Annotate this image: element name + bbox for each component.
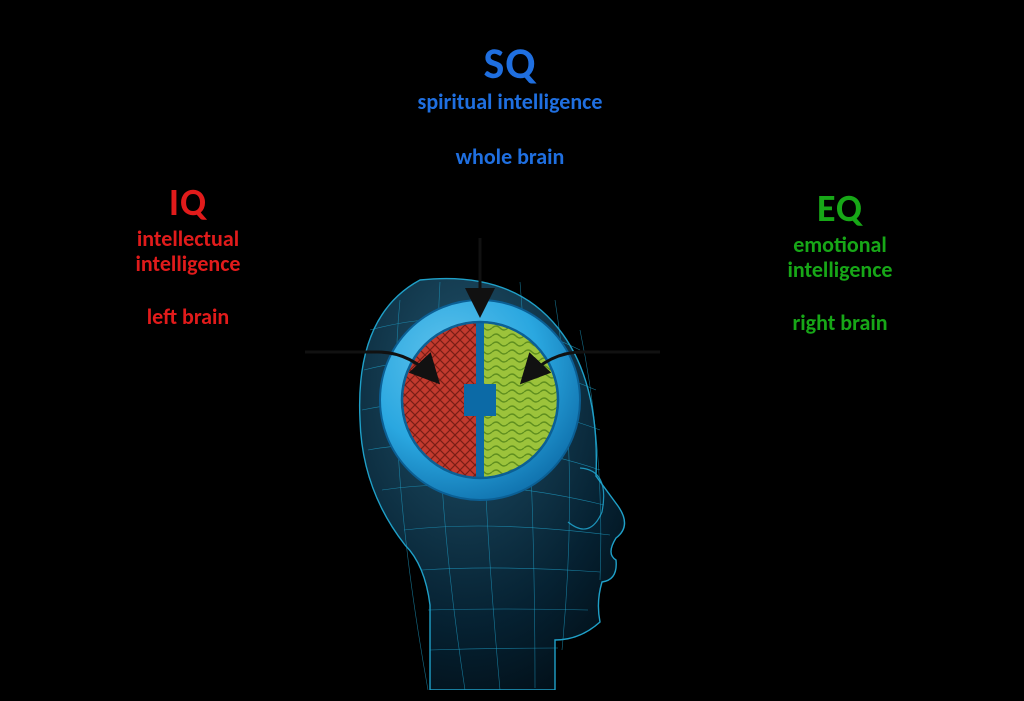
iq-subtitle-line1: intellectual — [88, 226, 288, 251]
brain-circle — [380, 300, 580, 500]
eq-subtitle-line2: intelligence — [740, 257, 940, 282]
sq-subtitle: spiritual intelligence — [360, 89, 660, 114]
eq-abbr: EQ — [740, 188, 940, 232]
head-illustration — [300, 220, 680, 690]
eq-subtitle-line1: emotional — [740, 232, 940, 257]
eq-region: right brain — [740, 310, 940, 335]
iq-region: left brain — [88, 304, 288, 329]
sq-region: whole brain — [360, 144, 660, 169]
iq-subtitle-line2: intelligence — [88, 251, 288, 276]
iq-abbr: IQ — [88, 182, 288, 226]
sq-abbr: SQ — [360, 38, 660, 89]
sq-label-block: SQ spiritual intelligence whole brain — [360, 38, 660, 169]
iq-label-block: IQ intellectual intelligence left brain — [88, 182, 288, 330]
eq-label-block: EQ emotional intelligence right brain — [740, 188, 940, 336]
